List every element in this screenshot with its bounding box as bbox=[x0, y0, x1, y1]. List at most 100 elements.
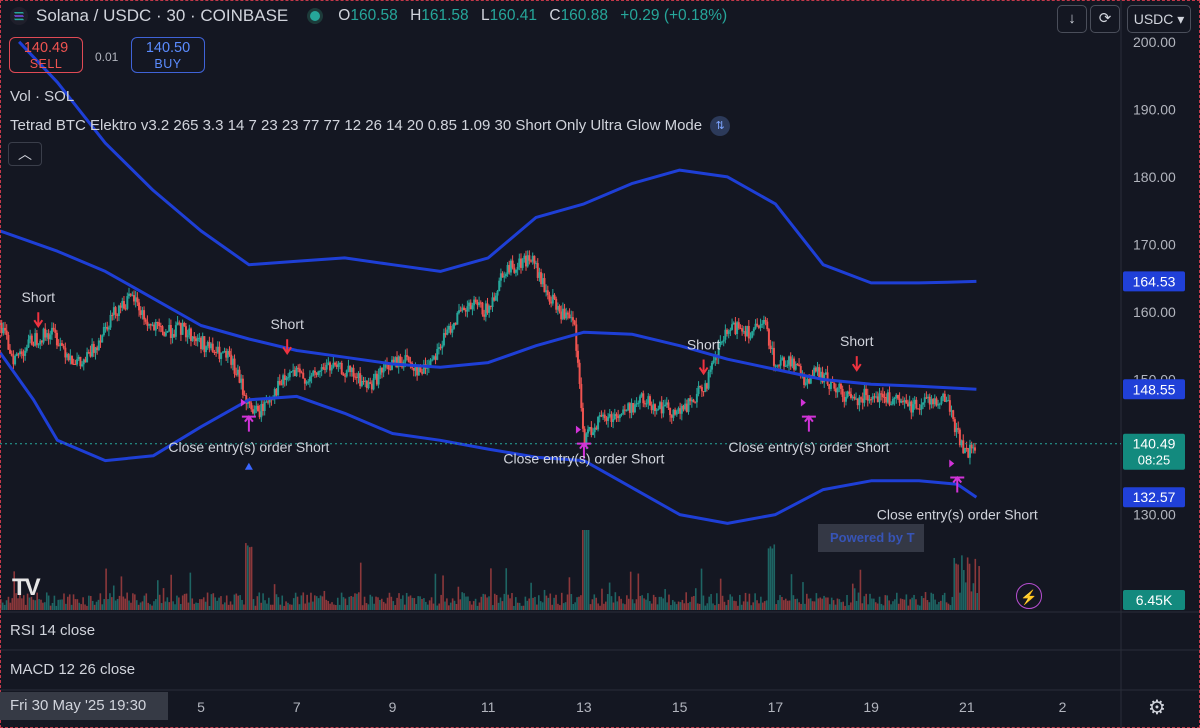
close-arrow-icon bbox=[801, 415, 816, 432]
volume-bar bbox=[828, 604, 831, 610]
volume-bar bbox=[434, 573, 437, 610]
candle-body bbox=[407, 356, 410, 363]
candle-body bbox=[278, 380, 281, 385]
candle-body bbox=[340, 363, 343, 375]
candle-body bbox=[496, 291, 499, 296]
candle-body bbox=[421, 372, 424, 374]
volume-bar bbox=[480, 596, 483, 610]
volume-bar bbox=[654, 597, 657, 610]
candle-body bbox=[71, 355, 74, 364]
volume-bar bbox=[702, 595, 705, 610]
candle-body bbox=[52, 327, 55, 330]
volume-bar bbox=[943, 592, 946, 610]
price-axis-tag-label: 140.49 bbox=[1133, 436, 1176, 452]
volume-bar bbox=[109, 593, 111, 610]
volume-bar bbox=[516, 602, 519, 610]
volume-bar bbox=[409, 595, 412, 610]
candle-body bbox=[133, 295, 136, 302]
macd-pane-label[interactable]: MACD 12 26 close bbox=[10, 661, 136, 678]
volume-bar bbox=[744, 592, 747, 610]
download-arrow-icon[interactable]: ↓ bbox=[1057, 5, 1087, 33]
candle-body bbox=[878, 393, 881, 403]
volume-bar bbox=[313, 595, 316, 610]
candle-body bbox=[643, 403, 646, 405]
short-signal-label: Short bbox=[687, 337, 721, 353]
volume-bar bbox=[321, 596, 324, 610]
volume-bar bbox=[32, 599, 35, 610]
symbol-title[interactable]: Solana / USDC · 30 · COINBASE bbox=[36, 6, 289, 25]
volume-bar bbox=[909, 599, 912, 610]
volume-bar bbox=[220, 596, 222, 610]
candle-body bbox=[406, 355, 409, 357]
volume-bar bbox=[457, 586, 460, 610]
lightning-icon[interactable]: ⚡ bbox=[1016, 583, 1042, 609]
candle-body bbox=[96, 347, 99, 350]
volume-bar bbox=[338, 604, 341, 610]
candle-body bbox=[602, 414, 605, 417]
rsi-pane-label[interactable]: RSI 14 close bbox=[10, 622, 96, 639]
volume-bar bbox=[315, 596, 318, 610]
candle-body bbox=[12, 355, 15, 365]
volume-bar bbox=[783, 600, 785, 610]
candle-body bbox=[945, 400, 948, 402]
x-tick-label: 21 bbox=[959, 699, 975, 715]
entry-triangle-icon bbox=[949, 459, 955, 468]
volume-bar bbox=[522, 605, 525, 610]
candle-body bbox=[173, 334, 176, 337]
volume-bar bbox=[582, 530, 584, 610]
volume-bar bbox=[413, 598, 416, 610]
candle-body bbox=[566, 312, 569, 315]
volume-bar bbox=[402, 595, 404, 610]
sell-button[interactable]: 140.49 SELL bbox=[9, 37, 83, 73]
candle-body bbox=[0, 322, 3, 334]
candle-body bbox=[409, 362, 412, 364]
candle-body bbox=[15, 353, 18, 357]
volume-bar bbox=[187, 602, 190, 610]
strategy-indicator-label[interactable]: Tetrad BTC Elektro v3.2 265 3.3 14 7 23 … bbox=[10, 116, 731, 136]
volume-indicator-label[interactable]: Vol · SOL bbox=[10, 88, 75, 105]
volume-bar bbox=[342, 597, 345, 610]
volume-bar bbox=[643, 598, 645, 610]
candle-body bbox=[364, 380, 367, 382]
candle-body bbox=[188, 328, 191, 336]
currency-select[interactable]: USDC ▾ bbox=[1127, 5, 1191, 33]
volume-bar bbox=[817, 598, 820, 610]
volume-bar bbox=[99, 593, 102, 610]
candle-body bbox=[223, 351, 226, 353]
short-arrow-icon bbox=[698, 359, 709, 376]
volume-bar bbox=[143, 595, 146, 610]
candle-body bbox=[504, 274, 507, 277]
volume-bar bbox=[668, 594, 670, 610]
volume-bar bbox=[202, 597, 205, 610]
candle-body bbox=[660, 402, 663, 414]
candle-body bbox=[786, 364, 789, 366]
candle-body bbox=[697, 385, 700, 394]
volume-bar bbox=[735, 601, 737, 610]
candle-body bbox=[617, 415, 620, 419]
volume-bar bbox=[224, 602, 226, 610]
buy-button[interactable]: 140.50 BUY bbox=[131, 37, 205, 73]
low-value: 160.41 bbox=[489, 7, 538, 24]
volume-bar bbox=[767, 548, 770, 610]
volume-bar bbox=[802, 582, 804, 610]
volume-bar bbox=[848, 605, 850, 610]
gear-icon[interactable]: ⚙ bbox=[1148, 697, 1166, 719]
volume-bar bbox=[252, 599, 255, 610]
candle-body bbox=[588, 426, 591, 430]
candle-body bbox=[121, 301, 124, 308]
candle-body bbox=[739, 328, 742, 330]
candle-body bbox=[412, 367, 415, 371]
volume-bar bbox=[863, 596, 866, 610]
volume-bar bbox=[861, 603, 864, 610]
volume-bar bbox=[740, 604, 743, 610]
candle-body bbox=[298, 368, 301, 373]
volume-bar bbox=[78, 602, 81, 610]
price-axis-tag bbox=[1123, 271, 1185, 292]
volume-bar bbox=[312, 601, 314, 610]
candle-body bbox=[575, 324, 578, 351]
candle-body bbox=[275, 389, 278, 396]
collapse-legend-button[interactable]: ︿ bbox=[8, 142, 42, 166]
strategy-settings-icon[interactable]: ⇅ bbox=[710, 116, 731, 136]
refresh-icon[interactable]: ⟳ bbox=[1090, 5, 1120, 33]
